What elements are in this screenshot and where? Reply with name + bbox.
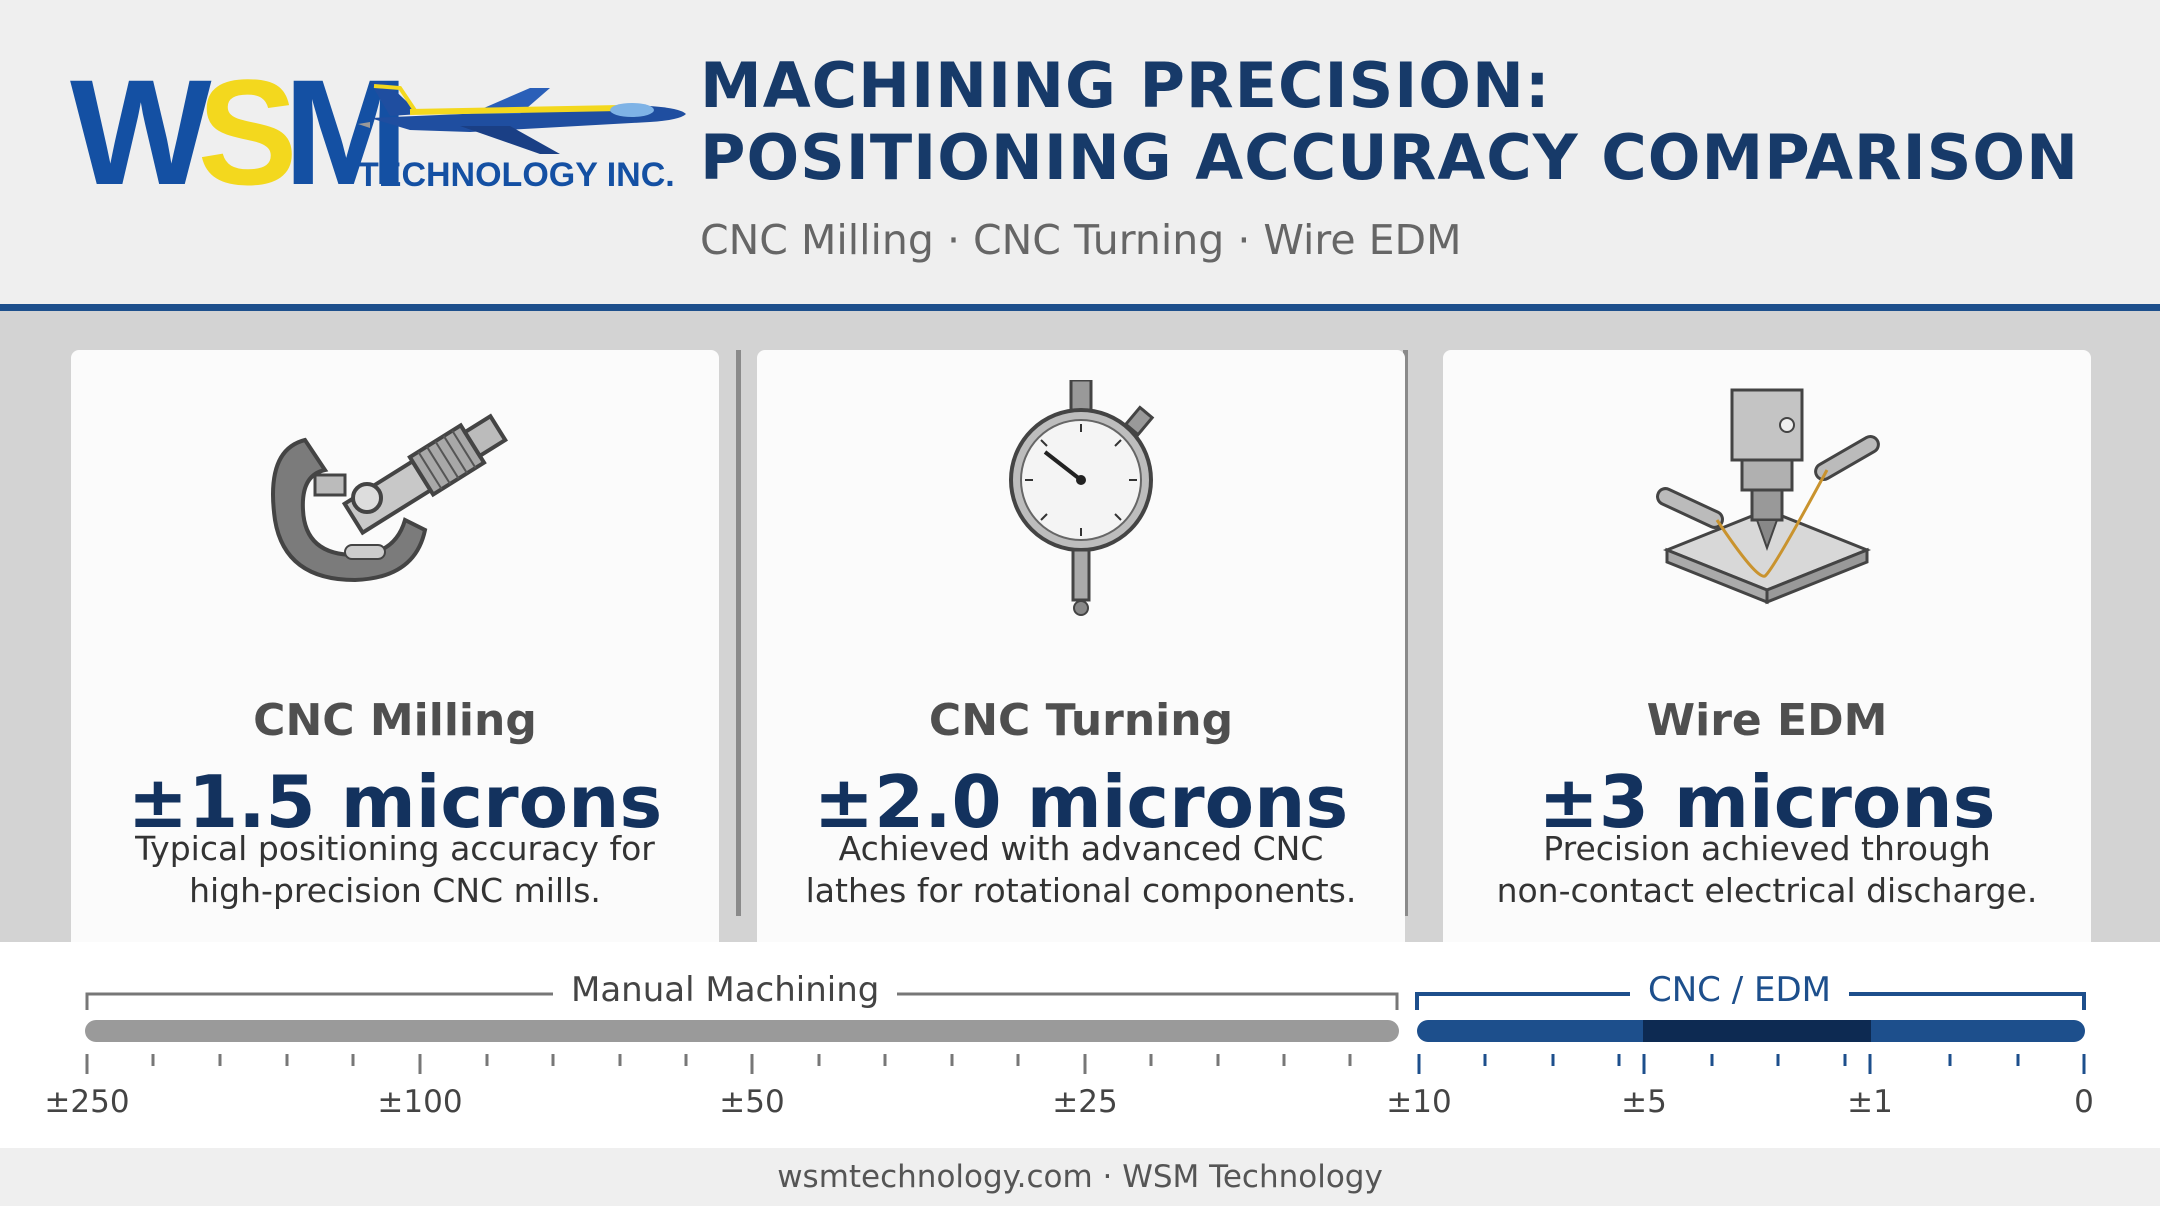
company-logo: WSM TECHNOLOGY INC. [70,48,686,216]
card-description-line: Typical positioning accuracy for [135,829,655,868]
wire-edm-icon [1656,388,1880,605]
scale-tick-label: ±250 [44,1084,130,1120]
card-description-line: Precision achieved through [1543,829,1991,868]
card-description: Precision achieved through non-contact e… [1443,828,2091,912]
accuracy-scale: Manual Machining CNC / EDM ±250 ±100 ±50… [0,942,2160,1148]
scale-tick-label: ±10 [1386,1084,1452,1120]
card-description-line: non-contact electrical discharge. [1496,871,2038,910]
card-wire-edm: Wire EDM ±3 microns Precision achieved t… [1443,350,2091,942]
manual-range-label: Manual Machining [553,970,898,1010]
scale-tick-label: ±25 [1052,1084,1118,1120]
card-description: Typical positioning accuracy for high-pr… [71,828,719,912]
scale-tick-label: ±100 [377,1084,463,1120]
page-title-line1: MACHINING PRECISION: [700,49,1551,122]
header: WSM TECHNOLOGY INC. MACHINING PRECISION:… [0,0,2160,306]
card-divider [1403,350,1408,916]
micrometer-icon [271,413,509,583]
card-cnc-milling: CNC Milling ±1.5 microns Typical positio… [71,350,719,942]
logo-subtitle: TECHNOLOGY INC. [358,156,675,194]
card-description-line: Achieved with advanced CNC [838,829,1324,868]
footer: wsmtechnology.com · WSM Technology [0,1148,2160,1206]
card-cnc-turning: CNC Turning ±2.0 microns Achieved with a… [757,350,1405,942]
title-block: MACHINING PRECISION: POSITIONING ACCURAC… [700,49,2120,265]
logo-letters: WSM [70,48,409,216]
scale-tick-label: 0 [2074,1084,2094,1120]
footer-text: wsmtechnology.com · WSM Technology [777,1159,1383,1195]
card-value: ±1.5 microns [127,760,663,844]
scale-tick-label: ±5 [1621,1084,1667,1120]
cnc-range-label: CNC / EDM [1630,970,1849,1010]
cards-panel: CNC Milling ±1.5 microns Typical positio… [0,311,2160,942]
card-divider [736,350,741,916]
cnc-ticks [1417,1054,2086,1074]
card-description-line: high-precision CNC mills. [189,871,601,910]
scale-tick-label: ±50 [719,1084,785,1120]
scale-tick-label: ±1 [1847,1084,1893,1120]
card-description: Achieved with advanced CNC lathes for ro… [757,828,1405,912]
cnc-range-bar-highlight [1643,1020,1871,1042]
page-title-line2: POSITIONING ACCURACY COMPARISON [700,121,2079,194]
card-value: ±2.0 microns [813,760,1349,844]
card-title: Wire EDM [1646,695,1888,746]
card-title: CNC Milling [253,695,537,746]
header-rule [0,304,2160,311]
card-title: CNC Turning [928,695,1234,746]
jet-icon [358,82,686,154]
manual-range-bar [85,1020,1399,1042]
dial-indicator-icon [1009,380,1155,616]
page-subtitle: CNC Milling · CNC Turning · Wire EDM [700,216,1462,264]
card-description-line: lathes for rotational components. [805,871,1357,910]
manual-ticks [85,1054,1352,1074]
card-value: ±3 microns [1538,760,1996,844]
